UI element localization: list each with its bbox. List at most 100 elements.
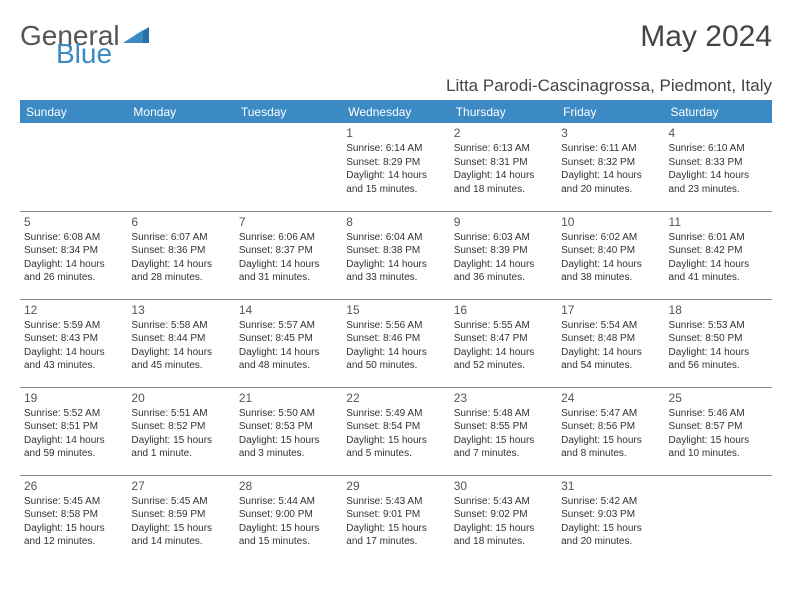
daylight-line: Daylight: 15 hours <box>454 522 553 536</box>
calendar-cell: 24Sunrise: 5:47 AMSunset: 8:56 PMDayligh… <box>557 387 664 475</box>
day-number: 23 <box>454 391 553 405</box>
sunrise-line: Sunrise: 6:10 AM <box>669 142 768 156</box>
daylight-line: Daylight: 14 hours <box>561 258 660 272</box>
sunset-line: Sunset: 9:02 PM <box>454 508 553 522</box>
sunset-line: Sunset: 8:39 PM <box>454 244 553 258</box>
calendar-page: General May 2024 Blue Litta Parodi-Casci… <box>0 0 792 573</box>
sunrise-line: Sunrise: 6:03 AM <box>454 231 553 245</box>
calendar-cell: 3Sunrise: 6:11 AMSunset: 8:32 PMDaylight… <box>557 123 664 211</box>
daylight-line: Daylight: 14 hours <box>454 346 553 360</box>
calendar-cell: 1Sunrise: 6:14 AMSunset: 8:29 PMDaylight… <box>342 123 449 211</box>
daylight-line: Daylight: 15 hours <box>346 434 445 448</box>
daylight-line: Daylight: 14 hours <box>454 169 553 183</box>
sunset-line: Sunset: 8:53 PM <box>239 420 338 434</box>
daylight-line: Daylight: 14 hours <box>454 258 553 272</box>
calendar-cell: 31Sunrise: 5:42 AMSunset: 9:03 PMDayligh… <box>557 475 664 563</box>
sunset-line: Sunset: 8:38 PM <box>346 244 445 258</box>
daylight-line: Daylight: 14 hours <box>561 346 660 360</box>
logo-triangle-icon <box>123 20 149 52</box>
day-number: 21 <box>239 391 338 405</box>
calendar-cell: 7Sunrise: 6:06 AMSunset: 8:37 PMDaylight… <box>235 211 342 299</box>
daylight-line: and 28 minutes. <box>131 271 230 285</box>
sunrise-line: Sunrise: 5:47 AM <box>561 407 660 421</box>
daylight-line: and 33 minutes. <box>346 271 445 285</box>
sunset-line: Sunset: 8:37 PM <box>239 244 338 258</box>
calendar-cell <box>665 475 772 563</box>
day-number: 8 <box>346 215 445 229</box>
day-number: 27 <box>131 479 230 493</box>
sunrise-line: Sunrise: 6:01 AM <box>669 231 768 245</box>
daylight-line: and 41 minutes. <box>669 271 768 285</box>
sunset-line: Sunset: 8:31 PM <box>454 156 553 170</box>
sunrise-line: Sunrise: 6:07 AM <box>131 231 230 245</box>
daylight-line: and 59 minutes. <box>24 447 123 461</box>
calendar-cell: 18Sunrise: 5:53 AMSunset: 8:50 PMDayligh… <box>665 299 772 387</box>
daylight-line: Daylight: 14 hours <box>131 346 230 360</box>
sunrise-line: Sunrise: 5:43 AM <box>346 495 445 509</box>
daylight-line: Daylight: 14 hours <box>346 258 445 272</box>
daylight-line: and 3 minutes. <box>239 447 338 461</box>
calendar-cell: 2Sunrise: 6:13 AMSunset: 8:31 PMDaylight… <box>450 123 557 211</box>
sunrise-line: Sunrise: 5:52 AM <box>24 407 123 421</box>
daylight-line: and 17 minutes. <box>346 535 445 549</box>
sunset-line: Sunset: 9:00 PM <box>239 508 338 522</box>
daylight-line: Daylight: 14 hours <box>669 169 768 183</box>
sunrise-line: Sunrise: 5:49 AM <box>346 407 445 421</box>
sunrise-line: Sunrise: 5:42 AM <box>561 495 660 509</box>
daylight-line: Daylight: 14 hours <box>346 346 445 360</box>
calendar-cell: 12Sunrise: 5:59 AMSunset: 8:43 PMDayligh… <box>20 299 127 387</box>
sunset-line: Sunset: 8:51 PM <box>24 420 123 434</box>
daylight-line: Daylight: 14 hours <box>131 258 230 272</box>
daylight-line: Daylight: 14 hours <box>239 346 338 360</box>
day-number: 1 <box>346 126 445 140</box>
weekday-row: SundayMondayTuesdayWednesdayThursdayFrid… <box>20 100 772 123</box>
daylight-line: and 20 minutes. <box>561 535 660 549</box>
daylight-line: and 31 minutes. <box>239 271 338 285</box>
month-title: May 2024 <box>640 20 772 54</box>
sunrise-line: Sunrise: 5:45 AM <box>24 495 123 509</box>
daylight-line: Daylight: 14 hours <box>24 434 123 448</box>
sunrise-line: Sunrise: 6:11 AM <box>561 142 660 156</box>
sunrise-line: Sunrise: 5:43 AM <box>454 495 553 509</box>
calendar-cell: 4Sunrise: 6:10 AMSunset: 8:33 PMDaylight… <box>665 123 772 211</box>
day-number: 17 <box>561 303 660 317</box>
daylight-line: and 50 minutes. <box>346 359 445 373</box>
calendar-cell: 15Sunrise: 5:56 AMSunset: 8:46 PMDayligh… <box>342 299 449 387</box>
daylight-line: and 14 minutes. <box>131 535 230 549</box>
sunset-line: Sunset: 8:40 PM <box>561 244 660 258</box>
day-number: 22 <box>346 391 445 405</box>
daylight-line: and 52 minutes. <box>454 359 553 373</box>
calendar-table: SundayMondayTuesdayWednesdayThursdayFrid… <box>20 100 772 563</box>
sunrise-line: Sunrise: 5:54 AM <box>561 319 660 333</box>
calendar-cell: 8Sunrise: 6:04 AMSunset: 8:38 PMDaylight… <box>342 211 449 299</box>
daylight-line: and 26 minutes. <box>24 271 123 285</box>
sunrise-line: Sunrise: 5:55 AM <box>454 319 553 333</box>
daylight-line: Daylight: 14 hours <box>669 346 768 360</box>
day-number: 20 <box>131 391 230 405</box>
sunrise-line: Sunrise: 5:58 AM <box>131 319 230 333</box>
sunrise-line: Sunrise: 5:46 AM <box>669 407 768 421</box>
calendar-week: 1Sunrise: 6:14 AMSunset: 8:29 PMDaylight… <box>20 123 772 211</box>
calendar-cell: 22Sunrise: 5:49 AMSunset: 8:54 PMDayligh… <box>342 387 449 475</box>
day-number: 2 <box>454 126 553 140</box>
sunset-line: Sunset: 8:59 PM <box>131 508 230 522</box>
daylight-line: and 38 minutes. <box>561 271 660 285</box>
daylight-line: Daylight: 15 hours <box>131 434 230 448</box>
day-number: 11 <box>669 215 768 229</box>
sunrise-line: Sunrise: 6:14 AM <box>346 142 445 156</box>
weekday-header: Friday <box>557 100 664 123</box>
sunset-line: Sunset: 8:46 PM <box>346 332 445 346</box>
sunrise-line: Sunrise: 5:50 AM <box>239 407 338 421</box>
sunrise-line: Sunrise: 5:44 AM <box>239 495 338 509</box>
daylight-line: Daylight: 14 hours <box>24 258 123 272</box>
sunrise-line: Sunrise: 6:08 AM <box>24 231 123 245</box>
day-number: 4 <box>669 126 768 140</box>
calendar-cell: 14Sunrise: 5:57 AMSunset: 8:45 PMDayligh… <box>235 299 342 387</box>
daylight-line: and 23 minutes. <box>669 183 768 197</box>
weekday-header: Sunday <box>20 100 127 123</box>
calendar-cell <box>127 123 234 211</box>
sunrise-line: Sunrise: 6:02 AM <box>561 231 660 245</box>
weekday-header: Wednesday <box>342 100 449 123</box>
sunset-line: Sunset: 9:01 PM <box>346 508 445 522</box>
calendar-week: 26Sunrise: 5:45 AMSunset: 8:58 PMDayligh… <box>20 475 772 563</box>
